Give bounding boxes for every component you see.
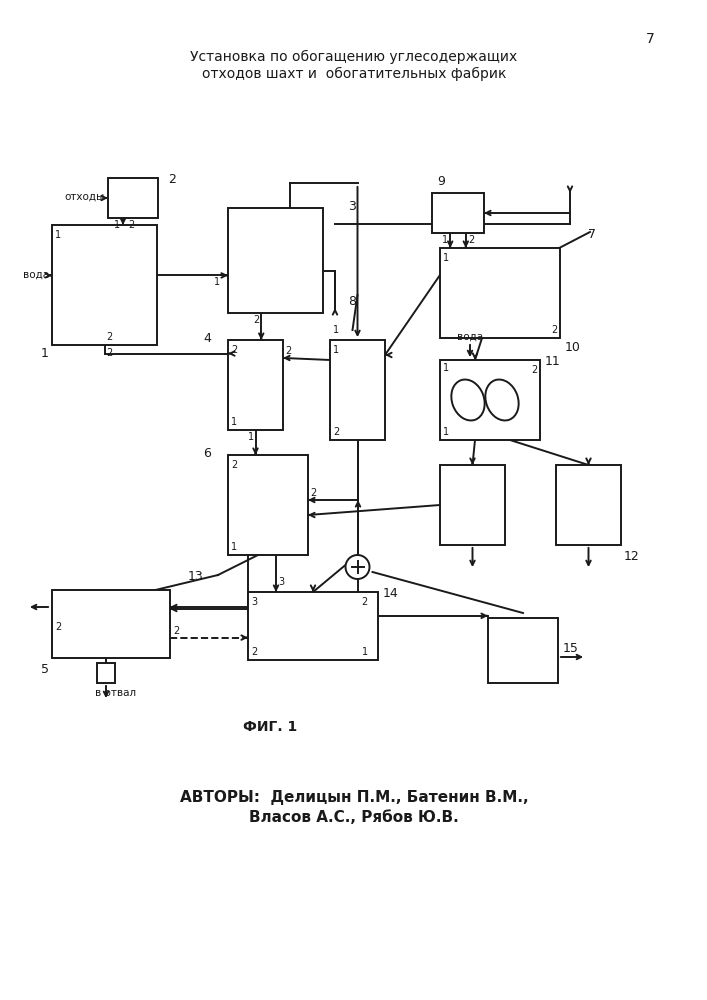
Bar [228,340,283,430]
Bar [108,178,158,218]
Text: 7: 7 [588,228,596,241]
Text: вода: вода [23,269,49,279]
Text: 2: 2 [285,346,291,356]
Text: Власов А.С., Рябов Ю.В.: Власов А.С., Рябов Ю.В. [249,810,459,825]
Ellipse shape [451,380,485,420]
Text: 2: 2 [55,622,62,632]
Text: 2: 2 [251,647,257,657]
Text: 4: 4 [203,332,211,345]
Bar [228,208,323,313]
Text: 2: 2 [128,220,134,230]
Text: 3: 3 [278,577,284,587]
Bar [440,248,560,338]
Ellipse shape [485,380,519,420]
Text: 1: 1 [247,432,254,442]
Bar [228,455,308,555]
Text: АВТОРЫ:  Делицын П.М., Батенин В.М.,: АВТОРЫ: Делицын П.М., Батенин В.М., [180,790,528,805]
Text: 1: 1 [333,345,339,355]
Text: 3: 3 [251,597,257,607]
Text: 1: 1 [231,542,237,552]
Text: 2: 2 [231,345,238,355]
Text: 3: 3 [348,200,356,213]
Text: 8: 8 [348,295,356,308]
Circle shape [346,555,370,579]
Text: 6: 6 [203,447,211,460]
Text: 7: 7 [645,32,655,46]
Text: 1: 1 [214,277,220,287]
Bar [248,592,378,660]
Text: 2: 2 [168,173,176,186]
Text: 2: 2 [333,427,339,437]
Text: отходов шахт и  обогатительных фабрик: отходов шахт и обогатительных фабрик [201,67,506,81]
Text: 2: 2 [531,365,537,375]
Text: ФИГ. 1: ФИГ. 1 [243,720,297,734]
Text: 1: 1 [443,427,449,437]
Text: 2: 2 [551,325,557,335]
Text: 12: 12 [624,550,640,563]
Text: 1: 1 [443,363,449,373]
Bar [97,663,115,683]
Text: 2: 2 [107,348,112,358]
Bar [52,590,170,658]
Text: 2: 2 [106,332,112,342]
Bar [440,465,505,545]
Text: 2: 2 [231,460,238,470]
Text: 1: 1 [442,235,448,245]
Text: 2: 2 [468,235,474,245]
Text: вода: вода [457,332,483,342]
Text: 10: 10 [565,341,581,354]
Text: 1: 1 [333,325,339,335]
Bar [556,465,621,545]
Text: 9: 9 [437,175,445,188]
Text: 1: 1 [362,647,368,657]
Text: 2: 2 [253,315,259,325]
Bar [432,193,484,233]
Text: 2: 2 [362,597,368,607]
Text: 2: 2 [173,626,180,636]
Text: 11: 11 [545,355,561,368]
Text: в отвал: в отвал [95,688,136,698]
Bar [52,225,157,345]
Text: 1: 1 [41,347,49,360]
Text: 1: 1 [443,253,449,263]
Text: 1: 1 [231,417,237,427]
Text: 2: 2 [310,488,316,498]
Text: 1: 1 [114,220,120,230]
Text: отходы: отходы [65,192,105,202]
Text: 15: 15 [563,642,579,655]
Text: 1: 1 [55,230,61,240]
Bar [330,340,385,440]
Bar [488,618,558,683]
Text: 13: 13 [187,570,203,583]
Text: 5: 5 [41,663,49,676]
Text: 14: 14 [383,587,399,600]
Bar [440,360,540,440]
Text: Установка по обогащению углесодержащих: Установка по обогащению углесодержащих [190,50,518,64]
